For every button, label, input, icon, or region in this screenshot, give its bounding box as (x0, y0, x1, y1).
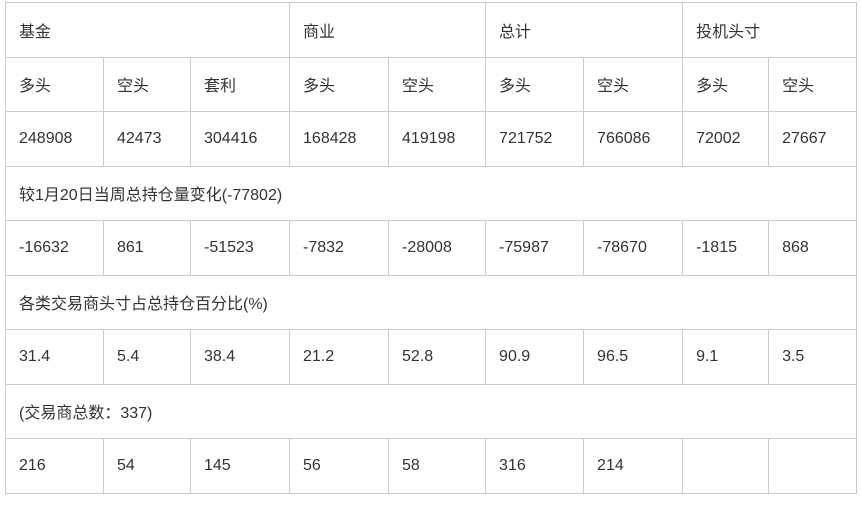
table-cell: 空头 (103, 56, 191, 112)
table-cell: 多头 (485, 56, 585, 112)
table-cell: 多头 (5, 56, 104, 112)
table-cell: 419198 (388, 111, 487, 167)
group-header: 总计 (485, 2, 684, 58)
table-cell: 21.2 (289, 329, 390, 385)
table-cell: 空头 (583, 56, 684, 112)
table-cell: 721752 (485, 111, 585, 167)
table-cell: 868 (768, 220, 858, 276)
section-title-row: 较1月20日当周总持仓量变化(-77802) (4, 165, 858, 221)
percents-row: 31.4 5.4 38.4 21.2 52.8 90.9 96.5 9.1 3.5 (5, 329, 858, 385)
table-cell: 145 (189, 438, 291, 494)
table-cell: -51523 (189, 220, 291, 276)
table-cell: -7832 (289, 220, 390, 276)
table-cell: 3.5 (768, 329, 858, 385)
table-cell: 多头 (682, 56, 770, 112)
table-cell: 42473 (103, 111, 191, 167)
table-cell: 248908 (5, 111, 104, 167)
table-cell (768, 438, 858, 494)
table-cell: 空头 (388, 56, 487, 112)
table-cell (682, 438, 770, 494)
table-cell: 72002 (682, 111, 770, 167)
table-cell: 5.4 (103, 329, 191, 385)
table-cell: 27667 (768, 111, 858, 167)
section-title-row: 各类交易商头寸占总持仓百分比(%) (4, 274, 858, 330)
traders-title: (交易商总数：337) (4, 383, 858, 439)
table-cell: 52.8 (388, 329, 487, 385)
table-cell: 96.5 (583, 329, 684, 385)
table-cell: 90.9 (485, 329, 585, 385)
cftc-positions-table: 基金 商业 总计 投机头寸 多头 空头 套利 多头 空头 多头 空头 多头 空头 248908 4… (4, 2, 858, 494)
table-cell: 214 (583, 438, 684, 494)
section-title-row: (交易商总数：337) (4, 383, 858, 439)
table-cell: -78670 (583, 220, 684, 276)
table-cell: 套利 (189, 56, 291, 112)
percent-title: 各类交易商头寸占总持仓百分比(%) (4, 274, 858, 330)
group-header-row: 基金 商业 总计 投机头寸 (4, 2, 858, 58)
table-cell: 54 (103, 438, 191, 494)
table-cell: 58 (388, 438, 487, 494)
table-cell: 304416 (189, 111, 291, 167)
table-cell: 861 (103, 220, 191, 276)
group-header: 基金 (4, 2, 291, 58)
subheader-row: 多头 空头 套利 多头 空头 多头 空头 多头 空头 (5, 56, 858, 112)
table-cell: 9.1 (682, 329, 770, 385)
table-cell: 31.4 (5, 329, 104, 385)
table-cell: -1815 (682, 220, 770, 276)
table-cell: 多头 (289, 56, 390, 112)
table-cell: 766086 (583, 111, 684, 167)
table-cell: 空头 (768, 56, 858, 112)
change-title: 较1月20日当周总持仓量变化(-77802) (4, 165, 858, 221)
table-cell: 38.4 (189, 329, 291, 385)
traders-row: 216 54 145 56 58 316 214 (5, 438, 858, 494)
group-header: 商业 (289, 2, 487, 58)
table-cell: 56 (289, 438, 390, 494)
table-cell: -16632 (5, 220, 104, 276)
table-cell: 316 (485, 438, 585, 494)
table-cell: -75987 (485, 220, 585, 276)
group-header: 投机头寸 (682, 2, 858, 58)
changes-row: -16632 861 -51523 -7832 -28008 -75987 -78670 -1… (5, 220, 858, 276)
table-cell: 216 (5, 438, 104, 494)
positions-row: 248908 42473 304416 168428 419198 721752 76608… (5, 111, 858, 167)
table-cell: 168428 (289, 111, 390, 167)
table-cell: -28008 (388, 220, 487, 276)
